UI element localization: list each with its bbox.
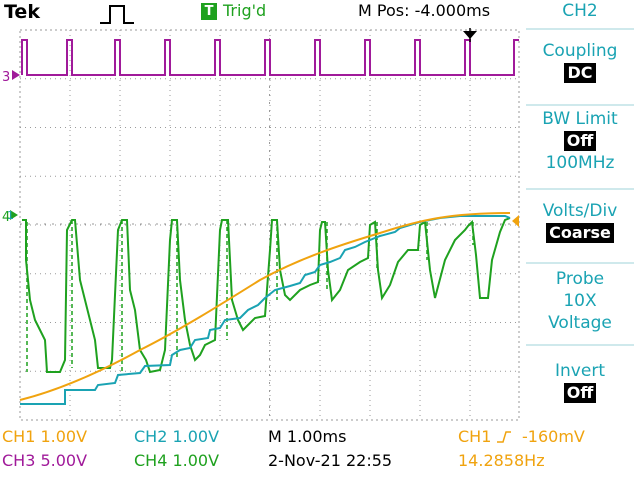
trigger-source: CH1: [458, 427, 492, 446]
trigger-badge: T: [201, 3, 217, 20]
divider: [526, 104, 634, 106]
volts-div-label: Volts/Div: [542, 201, 618, 221]
invert-label: Invert: [555, 361, 605, 381]
probe-option[interactable]: Probe 10X Voltage: [520, 268, 640, 334]
status-bar: Tek T Trig'd M Pos: -4.000ms: [0, 0, 520, 28]
rising-edge-icon: [497, 431, 511, 443]
ch4-marker: 4: [2, 210, 18, 225]
ch1-scale: CH1 1.00V: [2, 427, 88, 446]
waveform-display: 3 4 1: [2, 28, 520, 421]
probe-label: Probe: [555, 269, 605, 289]
coupling-option[interactable]: Coupling DC: [520, 40, 640, 84]
bw-limit-label: BW Limit: [542, 109, 618, 129]
bw-limit-frequency: 100MHz: [545, 153, 615, 173]
channel-menu: CH2 Coupling DC BW Limit Off 100MHz Volt…: [520, 0, 640, 480]
bw-limit-value: Off: [563, 131, 597, 151]
divider: [526, 344, 634, 346]
probe-value: 10X: [563, 291, 597, 311]
menu-title: CH2: [562, 1, 598, 21]
divider: [526, 188, 634, 190]
divider: [526, 28, 634, 30]
frequency-readout: 14.2858Hz: [458, 451, 545, 470]
trigger-level: -160mV: [522, 427, 585, 446]
trigger-level-marker: [512, 215, 519, 227]
ch3-waveform: [21, 39, 519, 76]
ch3-scale: CH3 5.00V: [2, 451, 88, 470]
ch2-scale: CH2 1.00V: [134, 427, 220, 446]
pulse-icon: [100, 5, 134, 24]
svg-text:3: 3: [2, 70, 10, 85]
ch4-waveform: [22, 217, 511, 374]
graticule: [19, 29, 520, 421]
readout-bar: CH1 1.00V CH2 1.00V CH3 5.00V CH4 1.00V …: [0, 424, 585, 480]
trigger-status: Trig'd: [223, 1, 267, 20]
invert-option[interactable]: Invert Off: [520, 360, 640, 404]
ch3-marker: 3: [2, 70, 20, 85]
brand-logo: Tek: [4, 1, 40, 23]
date-time: 2-Nov-21 22:55: [268, 451, 393, 470]
divider: [526, 262, 634, 264]
svg-text:4: 4: [2, 210, 10, 225]
invert-value: Off: [563, 383, 597, 403]
ch1-waveform: [19, 212, 511, 401]
volts-div-option[interactable]: Volts/Div Coarse: [520, 200, 640, 244]
probe-type: Voltage: [548, 313, 612, 333]
coupling-label: Coupling: [542, 41, 618, 61]
timebase-readout: M 1.00ms: [268, 427, 347, 446]
horizontal-position-readout: M Pos: -4.000ms: [358, 1, 491, 20]
volts-div-value: Coarse: [546, 223, 614, 243]
coupling-value: DC: [564, 63, 596, 83]
ch2-waveform: [20, 215, 511, 405]
ch1-marker: 1: [7, 209, 14, 222]
ch4-scale: CH4 1.00V: [134, 451, 220, 470]
bw-limit-option[interactable]: BW Limit Off 100MHz: [520, 108, 640, 174]
svg-text:1: 1: [7, 209, 14, 222]
ch4-dashed-edges: [26, 220, 474, 372]
